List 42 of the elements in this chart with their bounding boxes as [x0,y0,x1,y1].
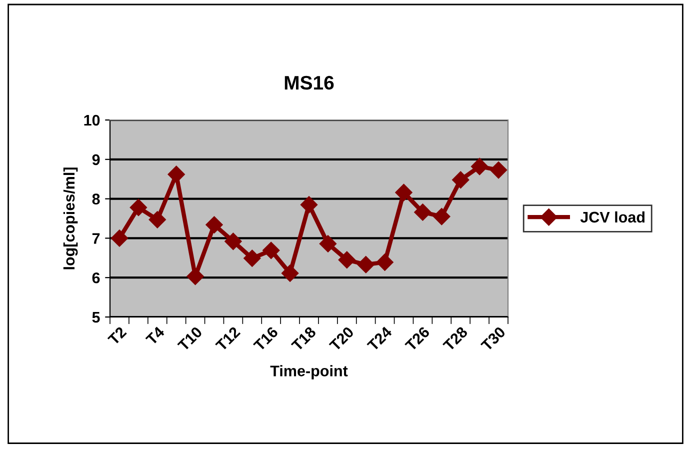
y-tick-label: 9 [92,154,100,166]
point [281,264,299,282]
point [224,232,242,250]
y-axis-title: log[copies/ml] [63,168,78,270]
y-tick-label: 6 [92,272,100,284]
y-tick-label: 8 [92,194,100,204]
point [357,256,374,274]
y-tick-label: 10 [84,114,100,126]
x-tick-label: T26 [404,326,430,352]
x-axis-title: Time-point [270,365,348,380]
x-tick-label: T12 [214,326,241,352]
point [110,230,128,247]
point [376,254,394,271]
x-tick-label: T4 [145,326,166,346]
point [130,198,147,216]
point [244,250,261,267]
point [262,242,280,259]
x-tick-label: T30 [480,326,506,352]
point [414,204,432,221]
point [452,171,470,188]
point [319,235,337,252]
legend-label: JCV load [580,211,644,223]
y-tick-label: 7 [92,233,100,244]
chart-title: MS16 [284,76,334,90]
point [186,268,204,285]
point [338,251,356,268]
x-tick-label: T10 [177,326,203,352]
y-tick-label: 5 [92,312,100,323]
point [300,196,318,214]
x-tick-label: T16 [252,326,279,352]
x-tick-label: T18 [290,326,317,352]
point [148,211,166,228]
x-tick-label: T24 [366,326,393,352]
point [206,216,223,234]
point [490,161,508,179]
x-tick-label: T20 [328,326,354,352]
point [471,158,488,176]
point [433,208,450,226]
point [168,166,185,183]
x-tick-label: T28 [442,326,468,352]
x-tick-label: T2 [107,326,127,346]
point [395,184,412,202]
